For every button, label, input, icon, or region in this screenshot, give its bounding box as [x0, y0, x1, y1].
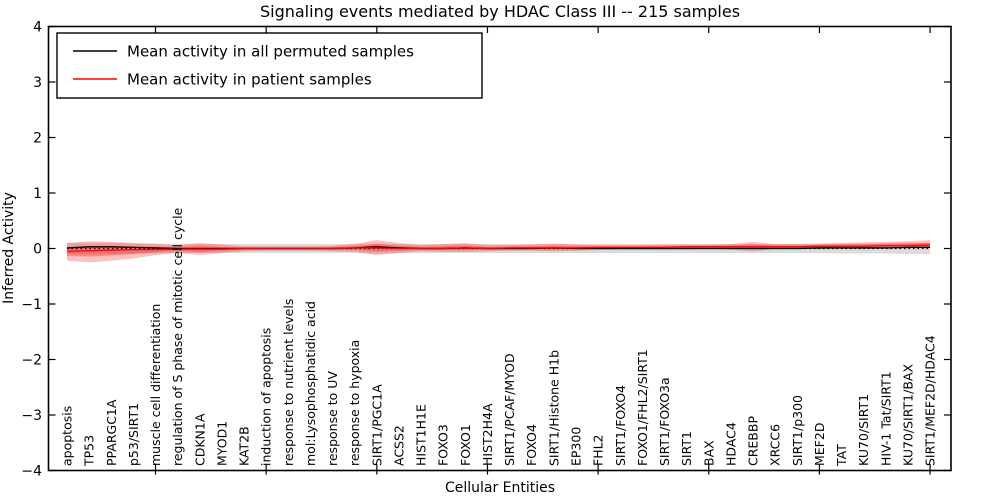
legend-box — [56, 32, 483, 99]
axes-frame — [47, 25, 952, 472]
x-category-label: MEF2D — [812, 423, 827, 466]
x-category-label: KU70/SIRT1 — [856, 394, 871, 466]
x-category-label: HDAC4 — [723, 422, 738, 466]
y-tick-label: −4 — [21, 464, 42, 480]
x-category-label: SIRT1/MEF2D/HDAC4 — [923, 335, 938, 466]
x-category-label: MYOD1 — [214, 421, 229, 466]
x-category-label: SIRT1/p300 — [790, 395, 805, 466]
x-category-label: KAT2B — [237, 426, 252, 466]
x-category-label: mol:Lysophosphatidic acid — [303, 301, 318, 466]
patient-mean-line — [66, 244, 931, 252]
x-axis-label: Cellular Entities — [445, 480, 555, 496]
x-category-label: response to UV — [325, 371, 340, 466]
x-category-label: HIST1H1E — [414, 404, 429, 466]
plot-content: 4 3 2 1 0 −1 −2 −3 −4 apoptosis TP53 PPARGC1A p53/SI… — [21, 20, 951, 480]
y-tick-label: 3 — [33, 75, 42, 91]
x-category-label: p53/SIRT1 — [126, 403, 141, 466]
x-category-label: PPARGC1A — [104, 399, 119, 466]
x-category-label: response to hypoxia — [347, 340, 362, 466]
y-axis-label: Inferred Activity — [1, 192, 17, 304]
x-category-label: HIST2H4A — [480, 403, 495, 466]
x-category-label: FOXO1/FHL2/SIRT1 — [635, 349, 650, 466]
x-category-label: muscle cell differentiation — [148, 304, 163, 466]
legend-label-patient: Mean activity in patient samples — [127, 71, 372, 89]
x-category-label: XRCC6 — [768, 424, 783, 466]
y-tick-label: 0 — [33, 242, 42, 258]
x-category-label: HIV-1 Tat/SIRT1 — [878, 371, 893, 466]
x-category-label: SIRT1/PGC1A — [369, 384, 384, 466]
x-category-label: FOXO3 — [436, 424, 451, 466]
x-category-label: TAT — [834, 444, 849, 467]
y-tick-label: −2 — [21, 353, 42, 369]
y-tick-label: −3 — [21, 408, 42, 424]
x-category-label: induction of apoptosis — [259, 328, 274, 466]
legend: Mean activity in all permuted samples Me… — [56, 32, 483, 99]
x-category-label: SIRT1/FOXO3a — [657, 377, 672, 466]
y-tick-label: 4 — [33, 20, 42, 36]
y-tick-label: 1 — [33, 186, 42, 202]
x-category-label: TP53 — [82, 435, 97, 467]
x-category-label: FOXO4 — [524, 424, 539, 466]
x-category-label: SIRT1/PCAF/MYOD — [502, 353, 517, 466]
x-category-label: EP300 — [568, 427, 583, 466]
x-category-label: FOXO1 — [458, 424, 473, 466]
x-category-label: SIRT1/Histone H1b — [546, 350, 561, 466]
y-tick-label: 2 — [33, 131, 42, 147]
y-tick-label: −1 — [21, 297, 42, 313]
x-category-label: FHL2 — [591, 434, 606, 466]
x-category-label: CREBBP — [746, 416, 761, 466]
band-patient-sample-range — [67, 240, 931, 263]
x-category-label: SIRT1/FOXO4 — [613, 385, 628, 466]
x-category-label: KU70/SIRT1/BAX — [900, 364, 915, 466]
x-category-label: BAX — [701, 440, 716, 466]
x-category-label: apoptosis — [60, 406, 75, 466]
chart-title: Signaling events mediated by HDAC Class … — [260, 2, 740, 21]
x-category-label: regulation of S phase of mitotic cell cy… — [170, 207, 185, 466]
x-category-label: response to nutrient levels — [281, 299, 296, 466]
legend-label-permuted: Mean activity in all permuted samples — [127, 43, 414, 61]
x-category-label: CDKN1A — [192, 413, 207, 466]
x-category-label: ACSS2 — [391, 425, 406, 466]
band-patient-sample-range-inner — [67, 242, 931, 257]
x-category-label: SIRT1 — [679, 431, 694, 466]
